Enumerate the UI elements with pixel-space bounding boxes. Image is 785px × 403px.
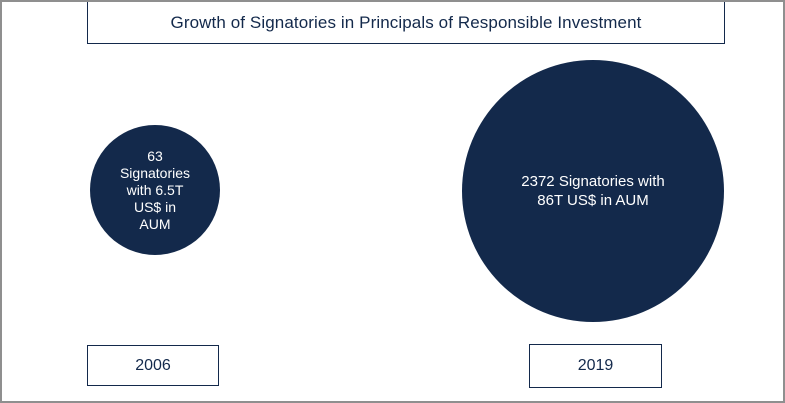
chart-title-box: Growth of Signatories in Principals of R… (87, 2, 725, 44)
year-label-2019: 2019 (577, 357, 614, 374)
year-box-2006: 2006 (87, 345, 219, 386)
bubble-2019: 2372 Signatories with 86T US$ in AUM (462, 60, 724, 322)
chart-title: Growth of Signatories in Principals of R… (170, 12, 642, 32)
year-label-2006: 2006 (135, 356, 171, 374)
year-box-2019: 2019 (529, 344, 662, 388)
bubble-2006: 63 Signatories with 6.5T US$ in AUM (90, 125, 220, 255)
bubble-2019-label: 2372 Signatories with 86T US$ in AUM (521, 173, 665, 209)
bubble-2006-label: 63 Signatories with 6.5T US$ in AUM (119, 147, 191, 232)
